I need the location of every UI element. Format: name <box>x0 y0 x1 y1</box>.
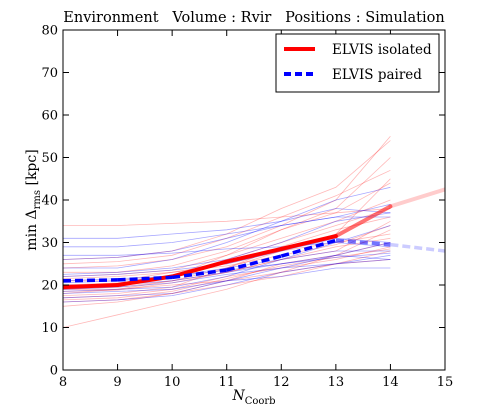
series-1-segment-1 <box>117 275 173 282</box>
background-line-red-19 <box>63 248 391 301</box>
background-line-red-2 <box>63 220 391 290</box>
legend-label-paired: ELVIS paired <box>332 67 422 83</box>
x-axis-label: NCoorb <box>231 388 275 407</box>
legend: ELVIS isolated ELVIS paired <box>275 33 440 93</box>
series-lines <box>63 187 445 290</box>
background-line-red-7 <box>63 216 391 296</box>
series-1-segment-2 <box>171 268 227 280</box>
y-tick-label-10: 10 <box>41 321 58 336</box>
background-line-blue-3 <box>63 225 391 292</box>
y-tick-label-60: 60 <box>41 109 58 124</box>
y-axis-label-main: min Δ <box>24 209 40 250</box>
series-0-segment-5 <box>333 204 393 239</box>
y-tick-label-80: 80 <box>41 24 58 39</box>
background-line-blue-8 <box>63 254 391 303</box>
axis-ticks: 8 9 10 11 12 13 14 15 0 10 20 30 40 50 60 70 80 <box>41 24 453 391</box>
background-line-red-1 <box>63 250 391 294</box>
legend-box <box>275 33 440 93</box>
background-line-blue-6 <box>63 186 391 269</box>
y-tick-label-70: 70 <box>41 66 58 81</box>
series-0-segment-6 <box>388 187 445 209</box>
series-1-segment-6 <box>390 242 445 253</box>
background-line-blue-4 <box>63 212 391 275</box>
background-line-blue-7 <box>63 259 391 290</box>
series-0-segment-3 <box>224 246 284 264</box>
series-1-segment-3 <box>226 254 282 272</box>
background-line-red-10 <box>63 233 391 290</box>
series-1-segment-4 <box>280 238 337 258</box>
background-line-red-17 <box>63 225 391 279</box>
background-line-red-11 <box>63 242 391 307</box>
background-line-blue-0 <box>63 203 391 248</box>
background-line-blue-10 <box>63 237 391 277</box>
background-line-red-8 <box>63 157 391 273</box>
x-tick-label-9: 9 <box>113 375 121 390</box>
background-line-blue-12 <box>63 216 391 260</box>
x-tick-label-10: 10 <box>164 375 181 390</box>
series-0-segment-1 <box>115 274 175 287</box>
x-tick-label-11: 11 <box>218 375 235 390</box>
legend-label-isolated: ELVIS isolated <box>332 42 432 58</box>
series-0-segment-2 <box>170 259 229 279</box>
series-0-segment-0 <box>63 283 120 290</box>
x-tick-label-12: 12 <box>273 375 290 390</box>
background-line-red-0 <box>63 246 391 299</box>
background-line-red-18 <box>63 208 391 226</box>
y-tick-label-40: 40 <box>41 194 58 209</box>
y-axis-label-unit: [kpc] <box>24 149 40 190</box>
x-axis-label-sub: Coorb <box>245 396 276 407</box>
x-tick-label-14: 14 <box>382 375 399 390</box>
background-line-blue-2 <box>63 242 391 299</box>
background-line-red-5 <box>63 199 391 277</box>
y-tick-label-20: 20 <box>41 279 58 294</box>
y-axis-label: min Δrms [kpc] <box>24 149 43 250</box>
series-1-segment-5 <box>335 238 391 247</box>
y-tick-label-50: 50 <box>41 151 58 166</box>
y-axis-label-sub: rms <box>32 190 43 209</box>
background-line-red-6 <box>63 259 391 303</box>
chart-title: Environment Volume : Rvir Positions : Si… <box>63 10 444 26</box>
x-tick-label-13: 13 <box>328 375 345 390</box>
series-0-segment-4 <box>279 234 338 251</box>
background-line-red-15 <box>63 237 391 292</box>
background-lines <box>63 136 391 328</box>
background-line-red-3 <box>63 208 391 286</box>
background-line-blue-11 <box>63 267 391 294</box>
y-tick-label-0: 0 <box>50 364 58 379</box>
background-line-blue-9 <box>63 208 391 239</box>
x-axis-label-main: N <box>231 388 245 404</box>
background-line-red-13 <box>63 229 391 328</box>
y-tick-label-30: 30 <box>41 236 58 251</box>
background-line-red-12 <box>63 169 391 265</box>
background-line-red-9 <box>63 136 391 269</box>
x-tick-label-8: 8 <box>59 375 67 390</box>
background-line-red-16 <box>63 140 391 260</box>
series-1-segment-0 <box>63 278 118 283</box>
background-line-blue-14 <box>63 242 391 256</box>
x-tick-label-15: 15 <box>437 375 454 390</box>
